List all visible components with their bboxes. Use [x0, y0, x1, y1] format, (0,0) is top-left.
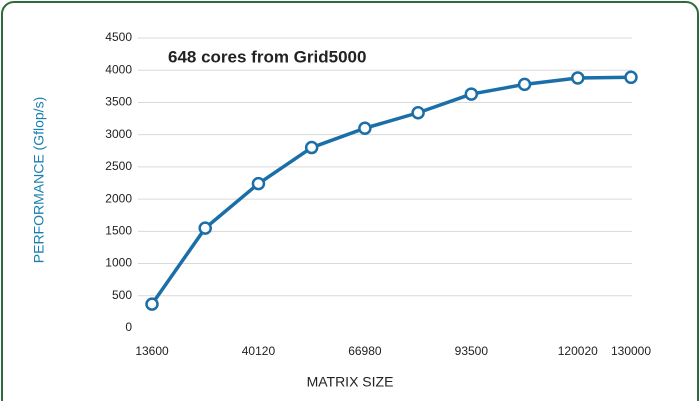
x-tick-label: 120020: [558, 344, 598, 358]
y-tick-label: 2500: [105, 159, 132, 173]
point-marker: [624, 70, 638, 85]
x-tick-label: 93500: [455, 344, 489, 358]
x-tick-label: 66980: [348, 344, 382, 358]
y-tick-label: 4000: [105, 62, 132, 76]
point-marker: [517, 77, 532, 92]
point-marker: [145, 297, 159, 311]
point-marker: [304, 140, 319, 155]
y-tick-label: 1500: [105, 224, 132, 238]
x-axis-label: MATRIX SIZE: [307, 374, 394, 390]
point-marker: [411, 106, 425, 120]
point-marker: [198, 221, 212, 235]
y-tick-label: 2000: [105, 191, 132, 205]
x-tick-label: 13600: [135, 344, 169, 358]
point-marker: [571, 71, 585, 85]
y-tick-label: 0: [125, 320, 132, 334]
y-tick-label: 3500: [105, 95, 132, 109]
y-tick-label: 4500: [105, 30, 132, 44]
x-tick-label: 40120: [242, 344, 276, 358]
point-marker: [358, 121, 372, 135]
chart-title: 648 cores from Grid5000: [168, 47, 366, 66]
y-axis-label: PERFORMANCE (Gflop/s): [31, 97, 47, 263]
point-marker: [251, 176, 266, 191]
series-line: [150, 75, 632, 306]
y-tick-label: 500: [112, 288, 132, 302]
y-tick-label: 1000: [105, 256, 132, 270]
y-tick-label: 3000: [105, 127, 132, 141]
point-marker: [464, 87, 479, 101]
x-tick-label: 130000: [611, 344, 651, 358]
